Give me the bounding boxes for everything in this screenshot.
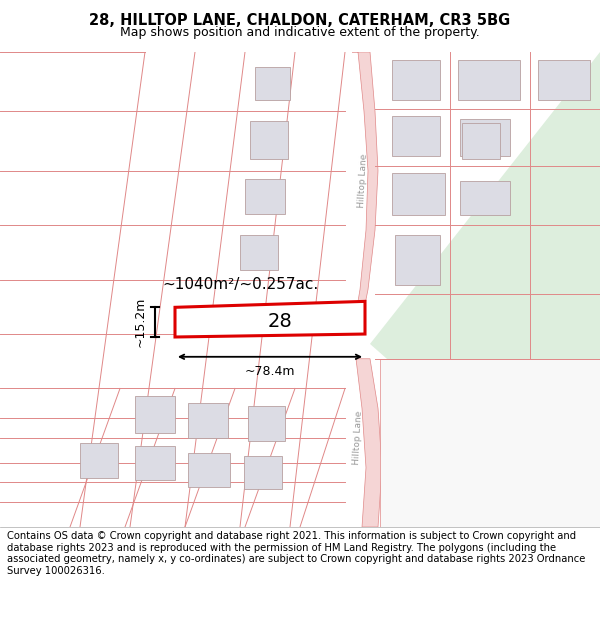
Polygon shape xyxy=(135,446,175,481)
Polygon shape xyxy=(175,301,365,337)
Text: ~1040m²/~0.257ac.: ~1040m²/~0.257ac. xyxy=(162,277,318,292)
Text: ~78.4m: ~78.4m xyxy=(245,365,295,378)
Polygon shape xyxy=(458,60,520,99)
Polygon shape xyxy=(395,235,440,284)
Polygon shape xyxy=(392,60,440,99)
Polygon shape xyxy=(80,443,118,478)
Text: Hilltop Lane: Hilltop Lane xyxy=(357,153,369,208)
Polygon shape xyxy=(250,121,288,159)
Polygon shape xyxy=(392,116,440,156)
Polygon shape xyxy=(135,396,175,433)
Polygon shape xyxy=(460,181,510,215)
Polygon shape xyxy=(188,452,230,488)
Polygon shape xyxy=(462,123,500,159)
Polygon shape xyxy=(240,235,278,270)
Polygon shape xyxy=(372,344,600,527)
Polygon shape xyxy=(392,173,445,215)
Polygon shape xyxy=(352,52,378,319)
Polygon shape xyxy=(370,52,600,527)
Polygon shape xyxy=(355,359,382,527)
Text: Map shows position and indicative extent of the property.: Map shows position and indicative extent… xyxy=(120,26,480,39)
Polygon shape xyxy=(538,60,590,99)
Text: 28: 28 xyxy=(268,312,292,331)
Polygon shape xyxy=(248,406,285,441)
Text: ~15.2m: ~15.2m xyxy=(133,297,146,348)
Text: 28, HILLTOP LANE, CHALDON, CATERHAM, CR3 5BG: 28, HILLTOP LANE, CHALDON, CATERHAM, CR3… xyxy=(89,13,511,28)
Polygon shape xyxy=(188,403,228,438)
Polygon shape xyxy=(255,67,290,99)
Polygon shape xyxy=(460,119,510,156)
Text: Contains OS data © Crown copyright and database right 2021. This information is : Contains OS data © Crown copyright and d… xyxy=(7,531,586,576)
Polygon shape xyxy=(380,359,600,527)
Polygon shape xyxy=(245,179,285,214)
Polygon shape xyxy=(244,456,282,489)
Text: Hilltop Lane: Hilltop Lane xyxy=(352,411,364,465)
